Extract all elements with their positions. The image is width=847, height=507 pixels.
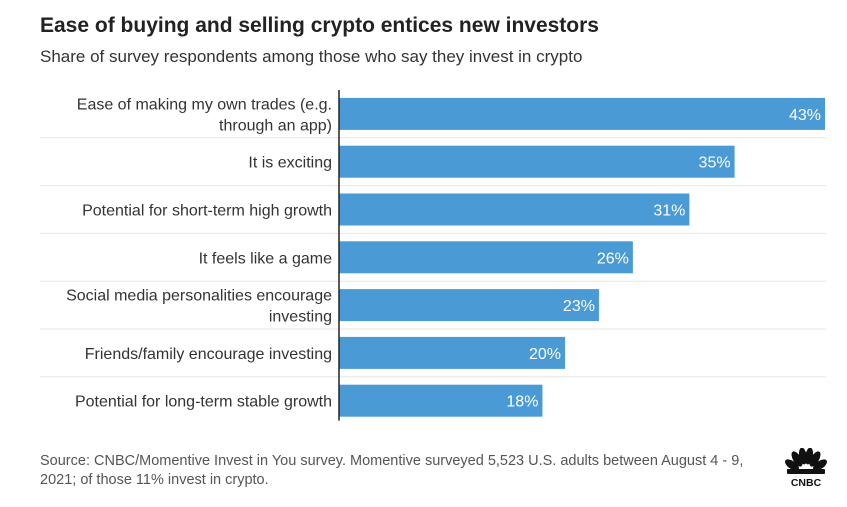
category-label: It feels like a game — [199, 250, 333, 267]
bar — [339, 336, 566, 369]
bar — [339, 145, 735, 178]
chart-title: Ease of buying and selling crypto entice… — [40, 14, 599, 37]
bar-chart: 43% Ease of making my own trades (e.g. thr… — [40, 90, 826, 421]
category-label: investing — [269, 309, 332, 326]
cnbc-peacock-logo: CNBC — [785, 448, 827, 489]
bar-value-label: 26% — [597, 250, 629, 267]
category-label: Social media personalities encourage — [66, 288, 332, 305]
bar-value-label: 31% — [653, 203, 685, 220]
bar-value-label: 35% — [699, 155, 731, 172]
bar — [339, 289, 599, 322]
category-label: Ease of making my own trades (e.g. — [77, 96, 332, 113]
category-label: Potential for long-term stable growth — [75, 394, 332, 411]
bar — [339, 241, 633, 274]
bar-value-label: 20% — [529, 346, 561, 363]
bar-value-label: 18% — [506, 394, 538, 411]
bar-value-label: 43% — [789, 107, 821, 124]
bar — [339, 193, 690, 226]
category-label: through an app) — [219, 117, 332, 134]
category-label: It is exciting — [248, 155, 332, 172]
chart-subtitle: Share of survey respondents among those … — [40, 47, 583, 66]
bar-value-label: 23% — [563, 298, 595, 315]
bar — [339, 97, 825, 130]
bar — [339, 384, 543, 417]
category-label: Potential for short-term high growth — [82, 203, 332, 220]
source-note: Source: CNBC/Momentive Invest in You sur… — [40, 453, 744, 488]
logo-text: CNBC — [791, 477, 822, 489]
category-label: Friends/family encourage investing — [85, 346, 332, 363]
